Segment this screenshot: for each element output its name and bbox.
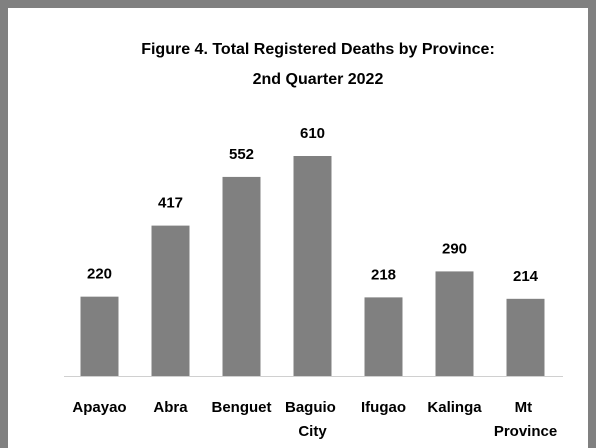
bar bbox=[435, 271, 474, 376]
x-tick-label-line: City bbox=[298, 423, 327, 440]
bar bbox=[364, 297, 403, 376]
x-tick-label: Benguet bbox=[212, 399, 272, 416]
data-label: 214 bbox=[513, 268, 539, 285]
bar bbox=[222, 176, 261, 376]
bar bbox=[293, 156, 332, 376]
data-label: 552 bbox=[229, 146, 254, 163]
data-label: 220 bbox=[87, 266, 112, 283]
chart-title: Figure 4. Total Registered Deaths by Pro… bbox=[141, 41, 495, 58]
x-tick-label-line: Baguio bbox=[285, 399, 340, 416]
bar bbox=[80, 296, 119, 376]
bar bbox=[506, 298, 545, 376]
x-tick-label: Apayao bbox=[72, 399, 126, 416]
x-tick-label-line: Province bbox=[494, 423, 557, 440]
data-label: 218 bbox=[371, 266, 396, 283]
chart-subtitle: 2nd Quarter 2022 bbox=[253, 71, 384, 88]
data-label: 290 bbox=[442, 240, 467, 257]
x-tick-label: Mt Province bbox=[494, 399, 557, 440]
x-tick-label: Kalinga bbox=[427, 399, 482, 416]
data-label: 417 bbox=[158, 195, 183, 212]
bar bbox=[151, 225, 190, 376]
x-tick-label: Abra bbox=[153, 399, 188, 416]
data-label: 610 bbox=[300, 125, 325, 142]
x-tick-label: Ifugao bbox=[361, 399, 406, 416]
x-tick-label-line: Mt bbox=[515, 399, 537, 416]
x-tick-label: Baguio City bbox=[285, 399, 340, 440]
